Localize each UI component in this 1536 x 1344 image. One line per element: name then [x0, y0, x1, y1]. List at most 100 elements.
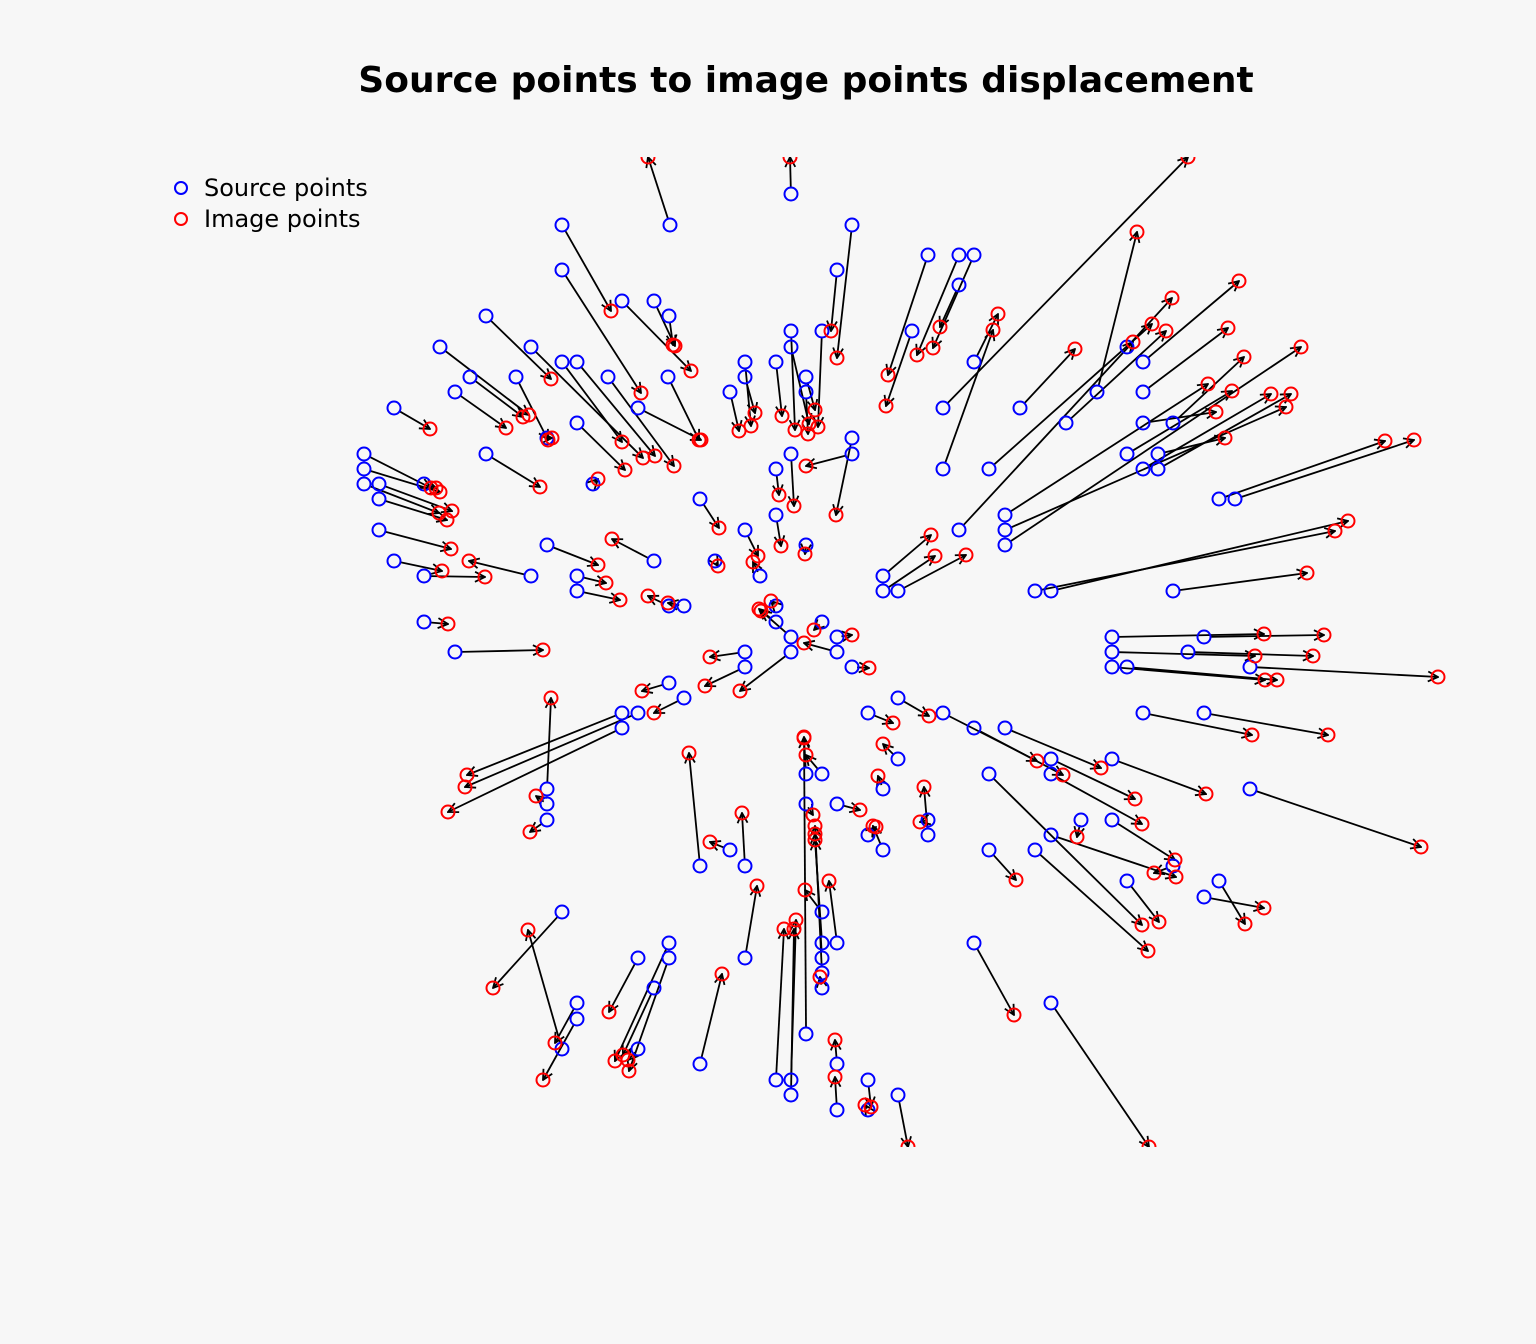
- legend-image-marker: [174, 212, 188, 226]
- source-point: [569, 568, 585, 584]
- displacement-arrow: [836, 444, 852, 515]
- source-point: [722, 842, 738, 858]
- displacement-arrow: [534, 350, 643, 458]
- image-point: [1430, 669, 1446, 685]
- displacement-arrow: [642, 685, 664, 691]
- image-point: [774, 408, 790, 424]
- source-point: [1196, 629, 1212, 645]
- image-point: [666, 458, 682, 474]
- source-point: [920, 812, 936, 828]
- displacement-arrow: [611, 381, 674, 466]
- image-point: [693, 432, 709, 448]
- image-point: [1167, 852, 1183, 868]
- image-point: [923, 527, 939, 543]
- image-point: [786, 498, 802, 514]
- source-point: [371, 476, 387, 492]
- image-point: [640, 588, 656, 604]
- source-point: [614, 705, 630, 721]
- image-point: [771, 487, 787, 503]
- image-point: [857, 1097, 873, 1113]
- image-point: [900, 1139, 916, 1147]
- source-point: [890, 1087, 906, 1103]
- displacement-arrow: [946, 157, 1189, 404]
- displacement-arrow: [1118, 652, 1256, 656]
- image-point: [1029, 753, 1045, 769]
- image-point: [731, 423, 747, 439]
- displacement-arrow: [1147, 281, 1239, 359]
- source-point: [875, 568, 891, 584]
- image-point: [1263, 386, 1279, 402]
- source-point: [814, 935, 830, 951]
- displacement-arrow: [873, 715, 893, 723]
- image-point: [844, 627, 860, 643]
- source-point: [1211, 873, 1227, 889]
- image-point: [432, 484, 448, 500]
- image-point: [1237, 916, 1253, 932]
- displacement-arrow: [1133, 666, 1278, 680]
- image-point: [1168, 869, 1184, 885]
- source-point: [768, 614, 784, 630]
- image-point: [1008, 872, 1024, 888]
- source-point: [844, 217, 860, 233]
- source-point: [1135, 415, 1151, 431]
- source-point: [630, 950, 646, 966]
- displacement-arrow: [399, 410, 430, 429]
- source-point: [814, 614, 830, 630]
- source-point: [966, 720, 982, 736]
- source-point: [783, 323, 799, 339]
- displacement-arrow: [777, 368, 782, 417]
- image-point: [601, 1004, 617, 1020]
- source-point: [829, 935, 845, 951]
- source-point: [692, 491, 708, 507]
- displacement-arrow: [467, 714, 617, 775]
- source-point: [935, 461, 951, 477]
- displacement-arrow: [1224, 441, 1385, 498]
- image-point: [422, 421, 438, 437]
- displacement-arrow: [580, 426, 625, 471]
- source-point: [614, 293, 630, 309]
- displacement-arrow: [689, 753, 701, 860]
- displacement-arrow: [1177, 357, 1244, 420]
- image-point: [535, 1072, 551, 1088]
- displacement-arrow: [459, 394, 506, 428]
- displacement-arrow: [1057, 521, 1348, 591]
- image-point: [1158, 323, 1174, 339]
- displacement-arrow: [643, 410, 701, 440]
- source-point: [737, 354, 753, 370]
- displacement-arrow: [1039, 853, 1148, 951]
- source-point: [951, 277, 967, 293]
- image-point: [1231, 273, 1247, 289]
- source-point: [1119, 873, 1135, 889]
- image-point: [520, 922, 536, 938]
- source-point: [1165, 583, 1181, 599]
- source-point: [600, 369, 616, 385]
- displacement-arrow: [887, 535, 931, 573]
- displacement-arrow: [490, 319, 551, 380]
- image-point: [875, 736, 891, 752]
- source-point: [768, 461, 784, 477]
- image-point: [697, 678, 713, 694]
- source-point: [951, 247, 967, 263]
- displacement-arrow: [740, 655, 787, 691]
- source-point: [1180, 644, 1196, 660]
- source-point: [569, 995, 585, 1011]
- source-point: [356, 461, 372, 477]
- source-point: [935, 705, 951, 721]
- source-point: [966, 935, 982, 951]
- image-point: [1269, 672, 1285, 688]
- source-point: [386, 400, 402, 416]
- source-point: [569, 415, 585, 431]
- image-point: [1413, 839, 1429, 855]
- source-point: [1012, 400, 1028, 416]
- displacement-arrow: [745, 886, 757, 952]
- source-point: [1104, 659, 1120, 675]
- image-point: [498, 420, 514, 436]
- displacement-arrow: [444, 350, 529, 415]
- image-point: [782, 157, 798, 165]
- source-point: [798, 384, 814, 400]
- image-point: [1305, 648, 1321, 664]
- displacement-arrow: [700, 974, 723, 1058]
- image-point: [1198, 786, 1214, 802]
- image-point: [807, 826, 823, 842]
- displacement-arrow: [831, 276, 836, 332]
